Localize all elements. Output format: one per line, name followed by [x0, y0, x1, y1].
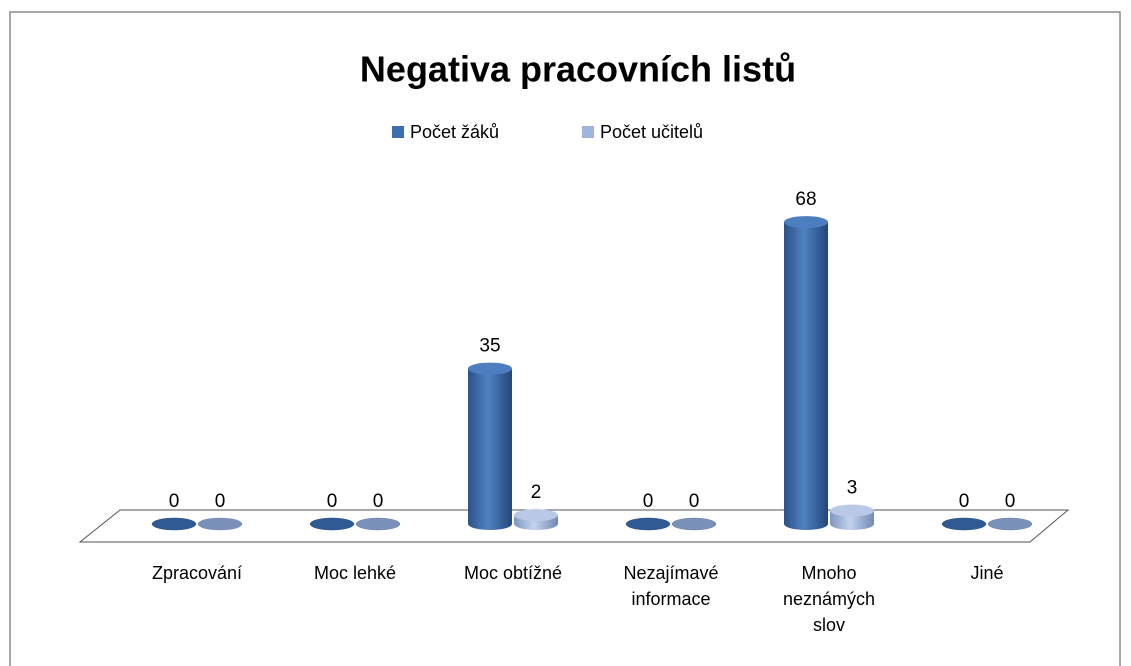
- data-label: 2: [531, 482, 542, 503]
- bar-body: [784, 222, 828, 524]
- x-tick-label: Jiné: [970, 563, 1004, 583]
- bar: [309, 517, 355, 531]
- bar: [197, 517, 243, 531]
- bar-top: [987, 517, 1033, 531]
- bar: [941, 517, 987, 531]
- bar: [151, 517, 197, 531]
- legend-swatch: [392, 126, 404, 138]
- bar: [987, 517, 1033, 531]
- bar: [514, 509, 558, 530]
- bar: [625, 517, 671, 531]
- data-label: 0: [215, 491, 226, 512]
- bar: [784, 216, 828, 530]
- bar-top: [151, 517, 197, 531]
- bar-top: [625, 517, 671, 531]
- chart-border: [9, 11, 1121, 666]
- legend-label: Počet učitelů: [600, 122, 703, 142]
- chart-title: Negativa pracovních listů: [360, 49, 796, 90]
- data-label: 0: [959, 491, 970, 512]
- bar-top: [941, 517, 987, 531]
- x-tick-label: Zpracování: [151, 563, 243, 583]
- bar-top: [468, 362, 512, 375]
- data-label: 0: [643, 491, 654, 512]
- data-label: 0: [327, 491, 338, 512]
- bar: [355, 517, 401, 531]
- data-label: 0: [689, 491, 700, 512]
- bar-top: [514, 509, 558, 522]
- data-label: 68: [795, 189, 816, 210]
- bar-top: [671, 517, 717, 531]
- x-tick-label: Moc lehké: [313, 563, 397, 583]
- floor: [78, 509, 1070, 543]
- bar-top: [309, 517, 355, 531]
- data-label: 35: [479, 336, 500, 357]
- x-tick-label: Moc obtížné: [463, 563, 563, 583]
- data-label: 0: [373, 491, 384, 512]
- data-label: 3: [847, 478, 858, 499]
- bar-top: [830, 504, 874, 517]
- legend-swatch: [582, 126, 594, 138]
- bar: [468, 362, 512, 530]
- x-tick-label: Nezajímavé informace: [623, 563, 719, 609]
- data-label: 0: [1005, 491, 1016, 512]
- bar: [830, 504, 874, 530]
- bar: [671, 517, 717, 531]
- x-tick-label: Mnoho neznámých slov: [782, 563, 876, 635]
- bar-top: [355, 517, 401, 531]
- legend-label: Počet žáků: [410, 122, 499, 142]
- data-label: 0: [169, 491, 180, 512]
- bar-body: [468, 368, 512, 524]
- bar-top: [784, 216, 828, 229]
- bar-top: [197, 517, 243, 531]
